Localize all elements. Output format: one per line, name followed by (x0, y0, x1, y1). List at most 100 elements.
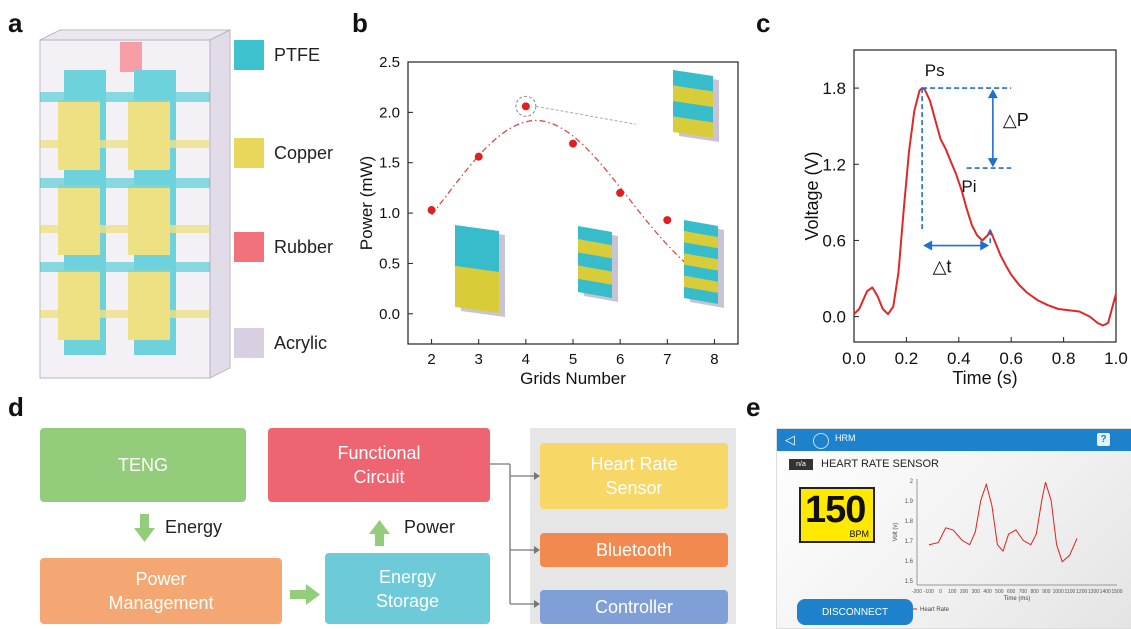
hr-x-tick-label: 1000 (1053, 589, 1064, 595)
stack-segment (673, 101, 713, 123)
arrow-head (980, 240, 990, 251)
x-axis-label: Time (s) (952, 368, 1017, 388)
power-management-box: Power Management (40, 558, 282, 624)
legend-swatch (234, 40, 264, 70)
x-tick-label: 0.2 (895, 349, 919, 368)
arrow-head (923, 240, 933, 251)
legend-swatch (234, 328, 264, 358)
panel-label-a: a (8, 8, 23, 38)
hr-x-tick-label: 100 (948, 589, 957, 595)
hr-x-tick-label: -200 (912, 589, 922, 595)
y-tick-label: 0.0 (822, 308, 846, 327)
stack-segment (684, 231, 718, 249)
hr-y-tick-label: 1.8 (905, 519, 914, 525)
delta-t-label: △t (933, 257, 952, 277)
ps-label: Ps (925, 61, 945, 80)
hr-x-tick-label: 500 (995, 589, 1004, 595)
data-point (474, 152, 483, 161)
help-button[interactable]: ? (1097, 433, 1110, 446)
hr-x-tick-label: 1500 (1111, 589, 1122, 595)
y-tick-label: 1.0 (379, 205, 400, 222)
power-up-arrow (369, 520, 390, 546)
arrow-head (987, 89, 998, 99)
stack-segment (578, 252, 612, 272)
functional-circuit-box: Functional Circuit (268, 428, 490, 502)
x-tick-label: 1.0 (1104, 349, 1128, 368)
y-tick-label: 1.5 (379, 155, 400, 172)
x-tick-label: 0.8 (1052, 349, 1076, 368)
legend-acrylic: Acrylic (234, 328, 327, 358)
data-point (427, 206, 436, 215)
legend-label: Acrylic (274, 332, 327, 353)
hr-y-axis-label: Volt (v) (893, 523, 899, 542)
stack-segment (684, 286, 718, 304)
panel-label-e: e (746, 392, 761, 422)
controller-label: Controller (594, 597, 674, 617)
data-point (569, 139, 577, 148)
y-axis-label: Power (mW) (357, 156, 376, 250)
delta-p-label: △P (1003, 110, 1029, 130)
app-logo-icon (813, 433, 829, 449)
hr-x-tick-label: -100 (924, 589, 934, 595)
disconnect-label: DISCONNECT (821, 606, 889, 618)
right-arrow (290, 584, 320, 605)
power-label: Power (404, 517, 456, 537)
x-tick-label: 4 (522, 351, 530, 368)
data-point (521, 102, 530, 111)
disconnect-button[interactable]: DISCONNECT (797, 599, 913, 625)
pi-label: Pi (961, 177, 976, 196)
x-axis-label: Grids Number (520, 369, 626, 388)
arrow-head (987, 158, 998, 168)
status-badge: n/a (789, 459, 813, 470)
hr-x-tick-label: 800 (1030, 589, 1039, 595)
hr-x-tick-label: 400 (983, 589, 992, 595)
stack-segment (578, 278, 612, 298)
plot-frame (853, 49, 1117, 343)
hr-x-axis-label: Time (ms) (1004, 596, 1031, 602)
stack-segment (578, 265, 612, 285)
x-tick-label: 3 (475, 351, 483, 368)
teng-box: TENG (40, 428, 246, 502)
functional-label-2: Circuit (353, 467, 405, 487)
hr-y-tick-label: 2 (910, 479, 914, 485)
energy-down-arrow (134, 514, 155, 542)
energy-label: Energy (165, 517, 223, 537)
hr-line (928, 482, 1078, 563)
bluetooth-box: Bluetooth (540, 533, 728, 567)
x-tick-label: 0.4 (947, 349, 971, 368)
y-tick-label: 2.5 (379, 54, 400, 71)
stack-segment (673, 70, 713, 92)
energy-storage-box: Energy Storage (325, 553, 490, 624)
x-tick-label: 8 (710, 351, 718, 368)
stack-segment (673, 85, 713, 107)
power-mgmt-label-2: Management (108, 593, 214, 613)
hr-y-tick-label: 1.9 (905, 499, 914, 505)
bluetooth-label: Bluetooth (595, 540, 673, 560)
fit-curve (431, 119, 715, 286)
bpm-display: 150 BPM (799, 487, 875, 543)
back-icon[interactable]: ◁ (785, 432, 795, 447)
y-tick-label: 0.5 (379, 255, 400, 272)
functional-label-1: Functional (337, 443, 421, 463)
help-icon: ? (1100, 434, 1107, 445)
hr-x-tick-label: 900 (1042, 589, 1051, 595)
stack-segment (578, 226, 612, 246)
x-tick-label: 0.6 (999, 349, 1023, 368)
hr-x-tick-label: 0 (939, 589, 942, 595)
stack-seven-grids (684, 220, 724, 308)
storage-label-2: Storage (375, 590, 440, 611)
stack-segment (578, 239, 612, 259)
stack-two-grids (455, 225, 505, 317)
y-axis-label: Voltage (V) (802, 151, 822, 240)
bpm-unit: BPM (849, 529, 869, 539)
hr-x-tick-label: 1300 (1088, 589, 1099, 595)
power-vs-grids-chart: 2 3 4 5 6 7 8 0.0 0.5 1.0 1.5 2.0 2.5 Grids Number Pow… (357, 54, 739, 388)
stack-four-grids (673, 70, 719, 142)
flow-arrows (134, 463, 540, 608)
hr-x-tick-label: 300 (972, 589, 981, 595)
legend-swatch (234, 138, 264, 168)
y-tick-label: 1.2 (822, 155, 846, 174)
hr-x-tick-label: 700 (1019, 589, 1028, 595)
hr-x-tick-label: 200 (960, 589, 969, 595)
device-illustration (39, 29, 231, 379)
